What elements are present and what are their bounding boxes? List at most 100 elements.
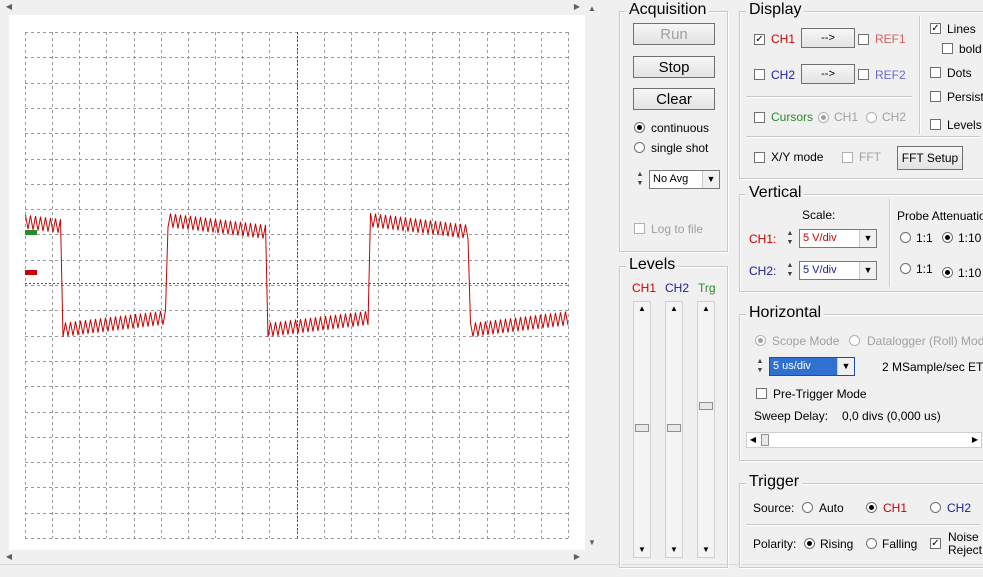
ch2-scale-select[interactable]: 5 V/div ▼ [799, 261, 877, 280]
slider-up-icon[interactable]: ▲ [702, 304, 710, 313]
lines-checkbox[interactable]: ✓ [930, 23, 941, 34]
scroll-right-icon[interactable]: ▶ [573, 2, 581, 11]
trigger-level-thumb[interactable] [699, 402, 713, 410]
fft-setup-button[interactable]: FFT Setup [897, 146, 963, 170]
display-vsep [919, 16, 921, 134]
ch1-display-checkbox[interactable]: ✓ [754, 34, 765, 45]
sweep-delay-slider[interactable]: ◀ ▶ [746, 432, 982, 448]
ch1-to-ref-button[interactable]: --> [801, 28, 855, 48]
scroll-left-icon[interactable]: ◀ [5, 552, 13, 561]
cursor-ch2-label: CH2 [882, 110, 907, 124]
scope-horizontal-scrollbar[interactable]: ◀ ▶ [0, 550, 600, 564]
ch2-to-ref-button[interactable]: --> [801, 64, 855, 84]
scope-vertical-scrollbar[interactable]: ▲ ▼ [585, 0, 600, 550]
levels-display-label: Levels [947, 118, 982, 132]
chevron-down-icon[interactable]: ▼ [859, 262, 876, 279]
levels-display-checkbox[interactable] [930, 119, 941, 130]
timebase-select[interactable]: 5 us/div ▼ [769, 357, 855, 376]
timebase-spinner[interactable]: ▲ ▼ [756, 358, 764, 374]
ch2-scale-spinner[interactable]: ▲ ▼ [786, 262, 794, 278]
scroll-left-icon[interactable]: ◀ [5, 2, 13, 11]
slider-right-icon[interactable]: ▶ [971, 435, 979, 444]
slider-down-icon[interactable]: ▼ [670, 545, 678, 554]
levels-trg-label: Trg [698, 281, 716, 295]
noise-reject-checkbox[interactable]: ✓ [930, 538, 941, 549]
ch1-scale-select[interactable]: 5 V/div ▼ [799, 229, 877, 248]
trigger-level-marker[interactable] [25, 230, 37, 235]
scroll-right-icon[interactable]: ▶ [573, 552, 581, 561]
ch1-level-thumb[interactable] [635, 424, 649, 432]
cursors-checkbox[interactable] [754, 112, 765, 123]
fft-label: FFT [859, 150, 881, 164]
xy-mode-checkbox[interactable] [754, 152, 765, 163]
pretrigger-checkbox[interactable] [756, 388, 767, 399]
dots-checkbox[interactable] [930, 67, 941, 78]
ch2-display-checkbox[interactable] [754, 69, 765, 80]
clear-button[interactable]: Clear [633, 88, 715, 110]
trigger-ch2-radio[interactable] [930, 502, 941, 513]
stop-button[interactable]: Stop [633, 56, 715, 78]
fft-checkbox[interactable] [842, 152, 853, 163]
cursor-ch1-radio[interactable] [818, 112, 829, 123]
ch2-level-thumb[interactable] [667, 424, 681, 432]
continuous-radio[interactable] [634, 122, 645, 133]
avg-spinner[interactable]: ▲ ▼ [636, 171, 644, 187]
sample-rate-text: 2 MSample/sec ET [882, 360, 983, 374]
ch2-level-slider[interactable]: ▲ ▼ [665, 301, 683, 558]
bold-checkbox[interactable] [942, 43, 953, 54]
ch2-scale-value: 5 V/div [803, 264, 837, 276]
vertical-vsep [889, 199, 891, 287]
ch2-probe-1x-radio[interactable] [900, 263, 911, 274]
display-group: Display ✓ CH1 --> REF1 CH2 --> REF2 Curs… [739, 0, 983, 179]
scope-top-scrollbar[interactable]: ◀ ▶ [0, 0, 585, 15]
ch1-probe-10x-label: 1:10 [958, 231, 982, 245]
ref2-checkbox[interactable] [858, 69, 869, 80]
scope-screen[interactable] [9, 15, 585, 550]
sweep-delay-thumb[interactable] [761, 434, 769, 446]
cursor-ch2-radio[interactable] [866, 112, 877, 123]
trigger-ch1-radio[interactable] [866, 502, 877, 513]
ch1-offset-marker[interactable] [25, 270, 37, 275]
slider-up-icon[interactable]: ▲ [638, 304, 646, 313]
sweep-delay-value: 0,0 divs (0,000 us) [842, 409, 941, 423]
scroll-up-icon[interactable]: ▲ [588, 4, 596, 13]
slider-down-icon[interactable]: ▼ [638, 545, 646, 554]
display-title: Display [746, 0, 805, 20]
scope-mode-radio[interactable] [755, 335, 766, 346]
slider-left-icon[interactable]: ◀ [749, 435, 757, 444]
avg-select[interactable]: No Avg ▼ [649, 170, 720, 189]
trigger-level-slider[interactable]: ▲ ▼ [697, 301, 715, 558]
single-shot-radio[interactable] [634, 142, 645, 153]
slider-up-icon[interactable]: ▲ [670, 304, 678, 313]
timebase-value: 5 us/div [773, 360, 811, 372]
slider-down-icon[interactable]: ▼ [702, 545, 710, 554]
scroll-down-icon[interactable]: ▼ [588, 538, 596, 547]
log-to-file-checkbox[interactable] [634, 223, 645, 234]
ch2-probe-10x-radio[interactable] [942, 267, 953, 278]
chevron-down-icon[interactable]: ▼ [837, 358, 854, 375]
datalogger-mode-radio[interactable] [849, 335, 860, 346]
chevron-down-icon[interactable]: ▼ [702, 171, 719, 188]
trigger-falling-radio[interactable] [866, 538, 877, 549]
scope-graticule [25, 32, 569, 539]
scope-panel: ▲ ▼ ◀ ▶ ◀ ▶ [0, 0, 983, 565]
persist-checkbox[interactable] [930, 91, 941, 102]
trigger-rising-radio[interactable] [804, 538, 815, 549]
ch1-scale-spinner[interactable]: ▲ ▼ [786, 230, 794, 246]
trigger-auto-radio[interactable] [802, 502, 813, 513]
ch1-probe-1x-radio[interactable] [900, 232, 911, 243]
ref1-checkbox[interactable] [858, 34, 869, 45]
ch1-waveform [25, 213, 569, 338]
single-shot-label: single shot [651, 141, 709, 155]
ch1-level-slider[interactable]: ▲ ▼ [633, 301, 651, 558]
trigger-ch2-label: CH2 [947, 501, 972, 515]
datalogger-mode-label: Datalogger (Roll) Mode [867, 334, 983, 348]
cursors-label: Cursors [771, 110, 814, 124]
bold-label: bold [959, 42, 982, 56]
ch1-probe-10x-radio[interactable] [942, 232, 953, 243]
run-button[interactable]: Run [633, 23, 715, 45]
scope-mode-label: Scope Mode [772, 334, 840, 348]
trigger-group: Trigger Source: Auto CH1 CH2 Polarity: R… [739, 472, 983, 568]
vertical-ch1-label: CH1: [749, 232, 777, 246]
chevron-down-icon[interactable]: ▼ [859, 230, 876, 247]
